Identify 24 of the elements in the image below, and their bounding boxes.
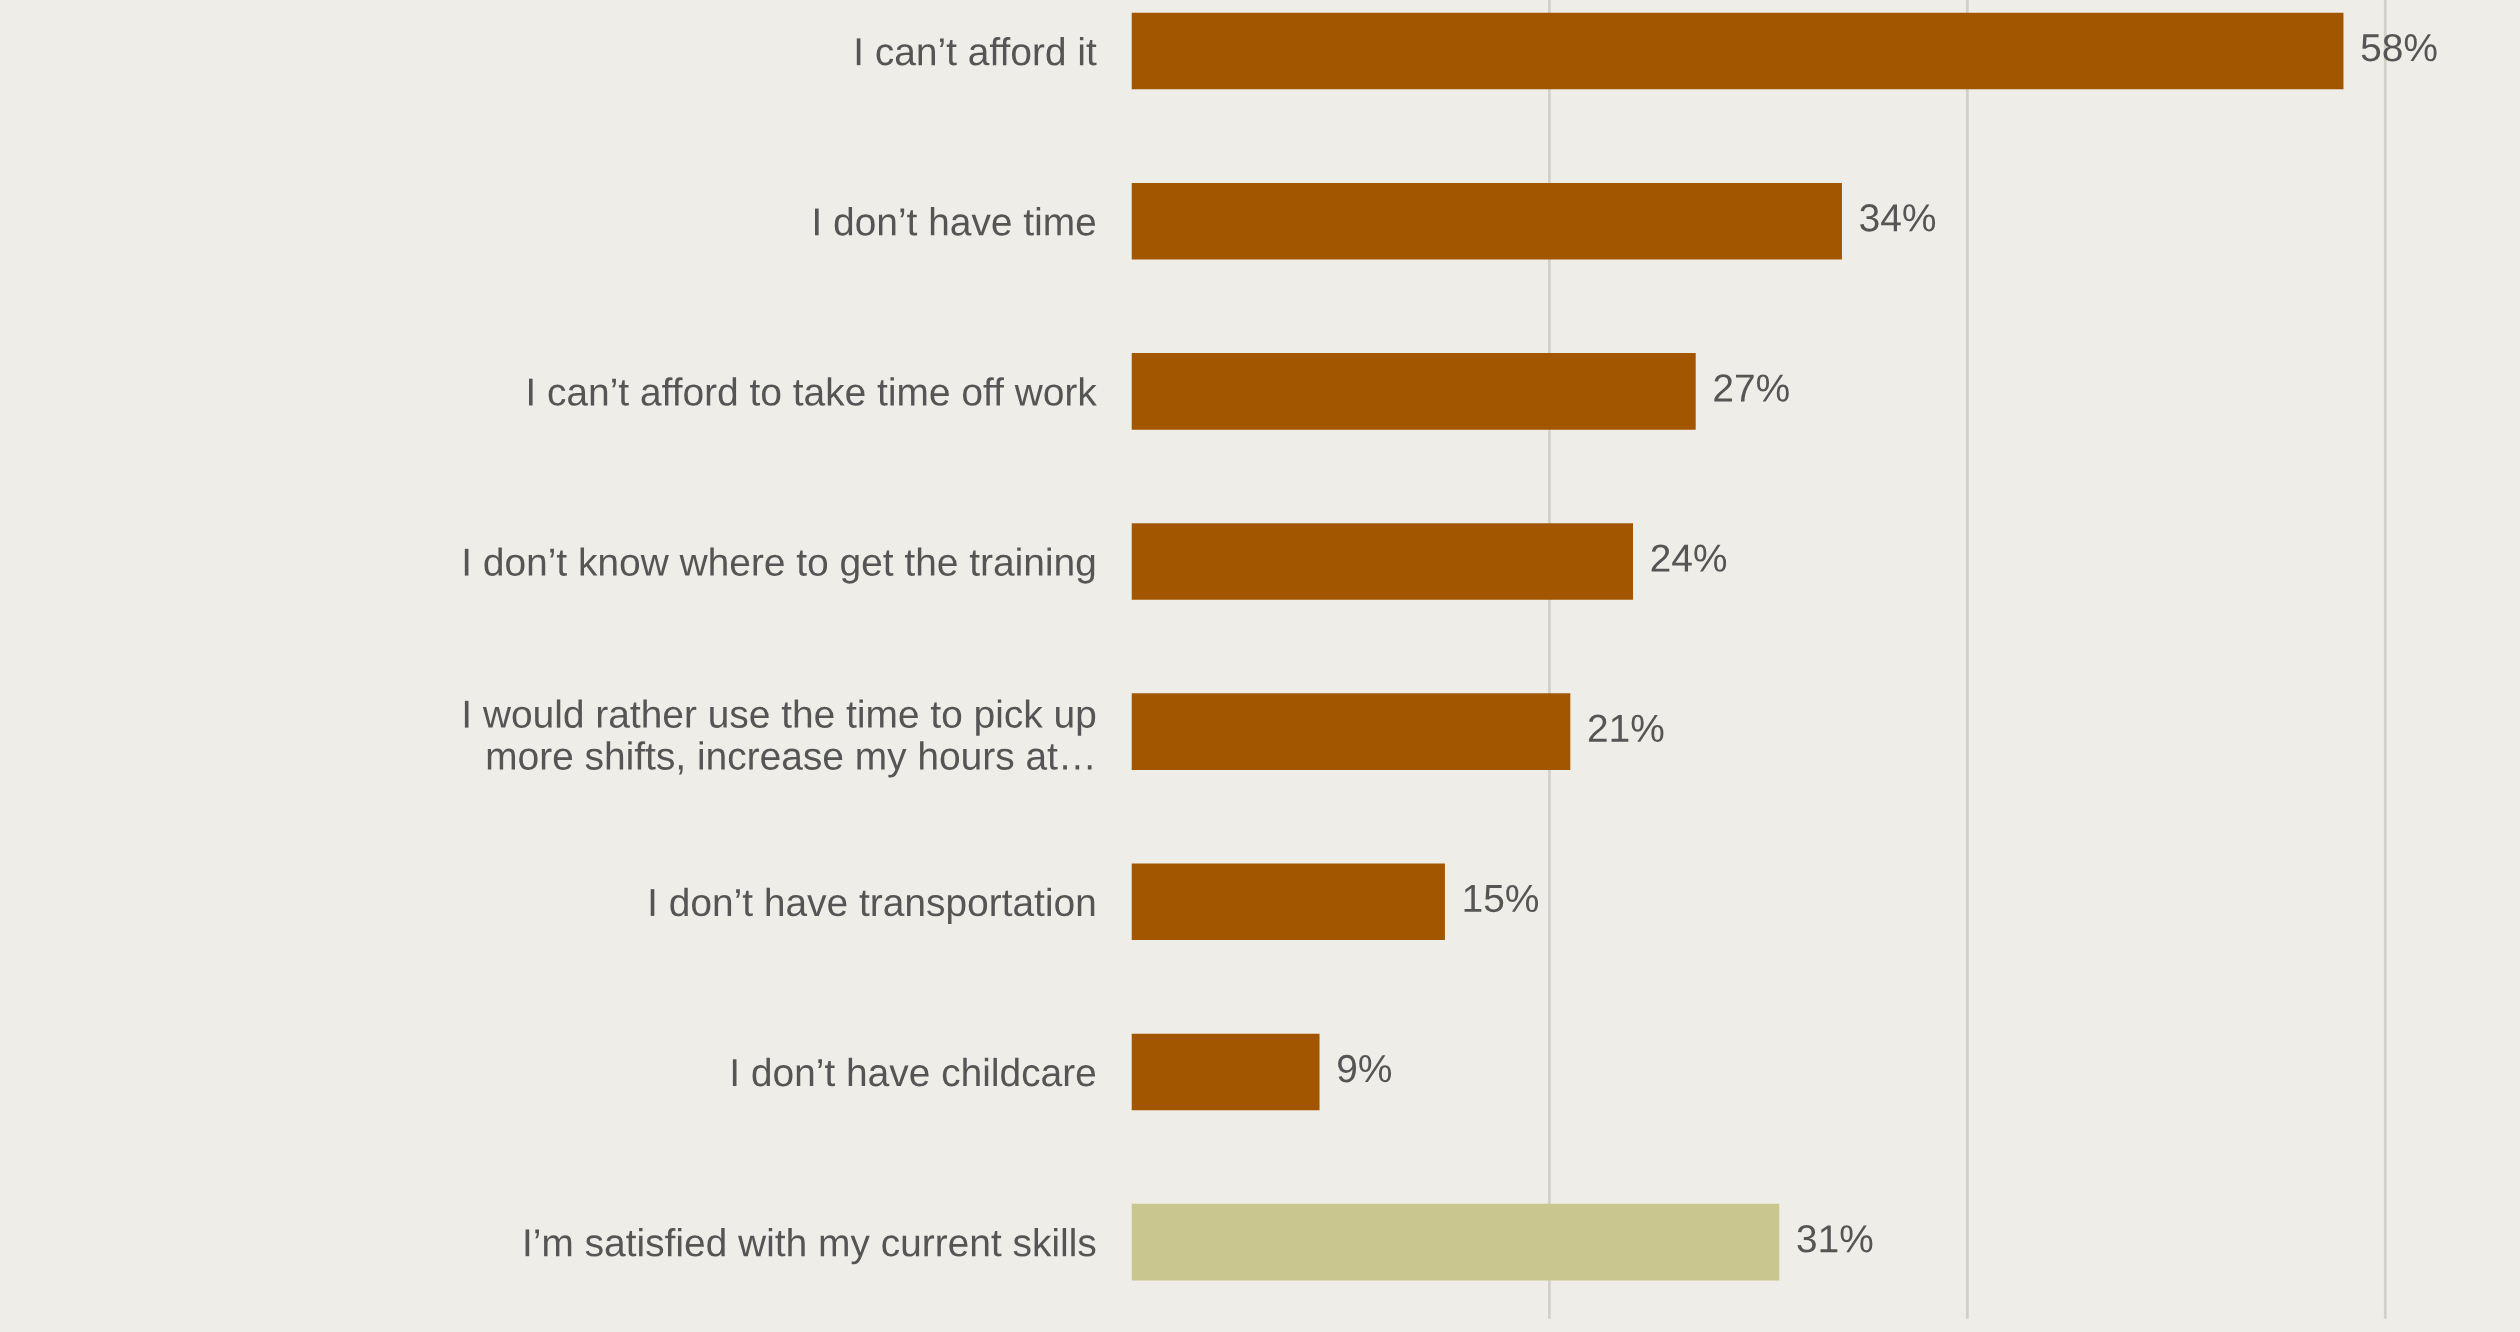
data-label: 24% (1651, 544, 1727, 572)
bar (1131, 523, 1633, 600)
bar (1131, 693, 1571, 770)
y-tick-label: I don’t have transportation (650, 887, 1095, 924)
bar (1131, 353, 1696, 430)
data-label: 9% (1338, 1054, 1392, 1083)
y-tick-label: I would rather use the time to pick up more shifts, increase my hours at… (464, 699, 1096, 778)
bar (1131, 182, 1842, 260)
bar (1131, 12, 2344, 90)
y-tick-label: I don’t have childcare (732, 1057, 1096, 1087)
y-tick-label: I can’t afford it (856, 36, 1097, 66)
y-tick-label: I don’t know where to get the training (464, 547, 1095, 584)
y-tick-label: I can’t afford to take time off work (528, 377, 1097, 406)
data-label: 15% (1464, 884, 1539, 913)
y-tick-label: I’m satisfied with my current skills (525, 1228, 1096, 1265)
bar (1131, 863, 1445, 941)
bar (1131, 1203, 1780, 1281)
data-label: 31% (1797, 1225, 1873, 1253)
bar (1131, 1033, 1320, 1111)
data-label: 21% (1588, 714, 1664, 742)
y-tick-label: I don’t have time (815, 207, 1096, 236)
data-label: 27% (1714, 374, 1789, 402)
data-label: 34% (1860, 204, 1936, 232)
data-label: 58% (2361, 33, 2437, 62)
